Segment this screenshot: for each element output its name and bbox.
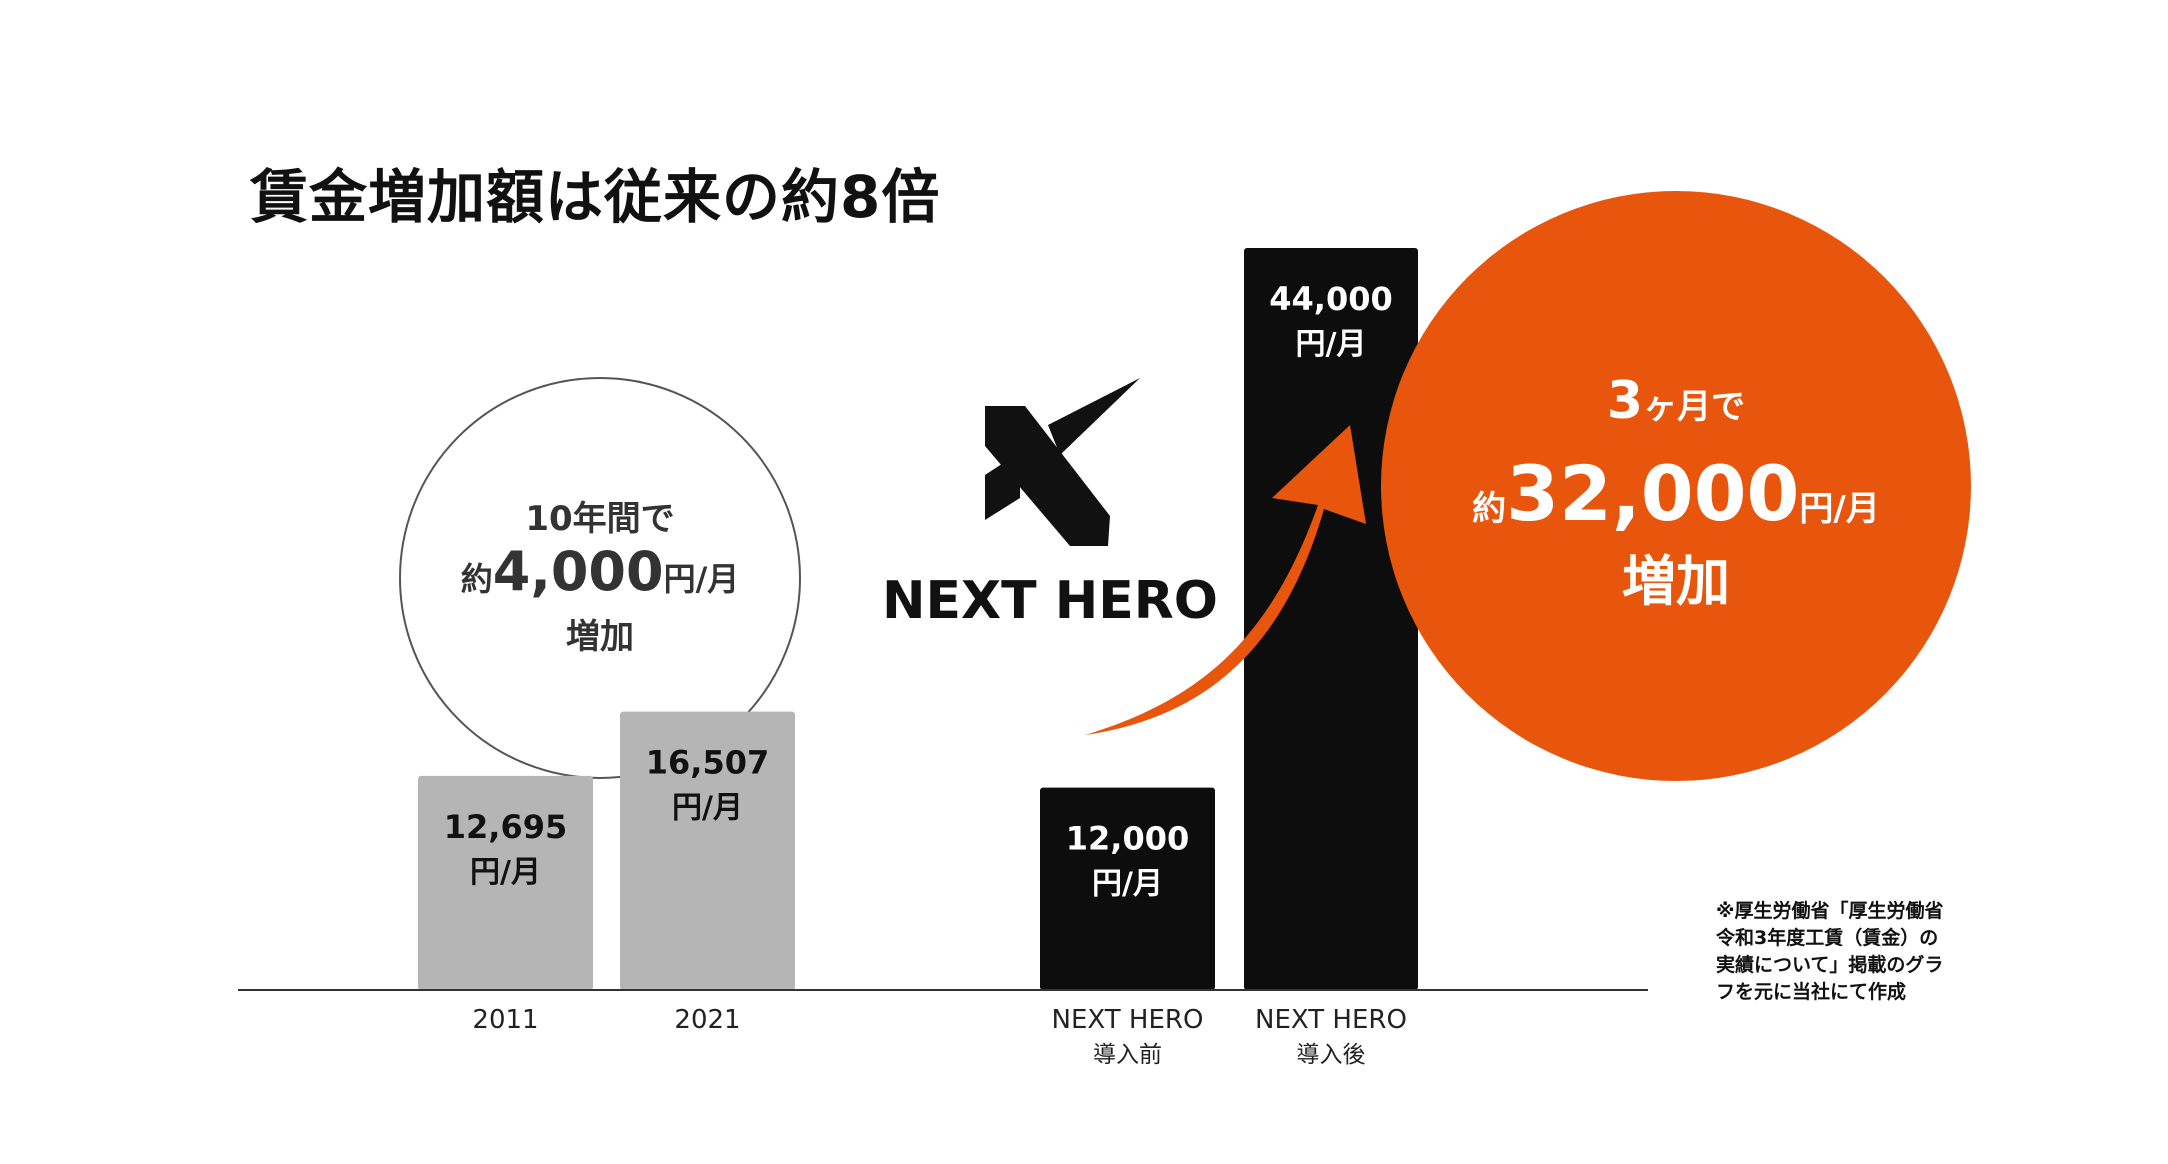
left-callout-line2: 約4,000円/月 bbox=[461, 540, 740, 603]
right-callout-line3: 増加 bbox=[1622, 550, 1730, 613]
x-mark-logo-icon bbox=[985, 378, 1140, 546]
source-note-line: フを元に当社にて作成 bbox=[1716, 981, 1907, 1003]
right-callout-prefix: 約 bbox=[1472, 489, 1506, 529]
category-labels: 2011 2021 NEXT HERO 導入前 NEXT HERO 導入後 bbox=[472, 1005, 1407, 1068]
source-note: ※厚生労働省「厚生労働省 令和3年度工賃（賃金）の 実績について」掲載のグラ フ… bbox=[1716, 898, 1976, 1006]
bar-2 bbox=[1040, 787, 1215, 990]
next-hero-logo: NEXT HERO bbox=[882, 378, 1218, 631]
bar-unit-label: 円/月 bbox=[1092, 867, 1163, 902]
logo-wordmark: NEXT HERO bbox=[882, 571, 1218, 631]
bar-1 bbox=[620, 711, 795, 990]
growth-arrow bbox=[1085, 425, 1366, 735]
bars-group: 12,695 円/月 16,507 円/月 12,000 円/月 44,000 円/月 bbox=[418, 248, 1418, 990]
bar-value-label: 12,695 bbox=[444, 808, 567, 846]
bar-unit-label: 円/月 bbox=[1296, 327, 1367, 362]
left-callout-prefix: 約 bbox=[461, 560, 493, 598]
left-callout-unit: 円/月 bbox=[664, 560, 740, 598]
right-callout-line2: 約32,000円/月 bbox=[1472, 449, 1880, 538]
category-label: 導入後 bbox=[1297, 1042, 1366, 1068]
right-callout-unit: 円/月 bbox=[1799, 489, 1879, 529]
left-callout-line3: 増加 bbox=[566, 617, 634, 657]
category-label: 2011 bbox=[472, 1005, 538, 1035]
category-label: NEXT HERO bbox=[1255, 1005, 1407, 1035]
source-note-line: ※厚生労働省「厚生労働省 bbox=[1716, 900, 1944, 922]
source-note-line: 令和3年度工賃（賃金）の bbox=[1716, 927, 1939, 949]
category-label: NEXT HERO bbox=[1052, 1005, 1204, 1035]
right-callout: 3ヶ月で 約32,000円/月 増加 bbox=[1381, 191, 1971, 781]
bar-value-label: 12,000 bbox=[1066, 820, 1189, 858]
category-label: 2021 bbox=[674, 1005, 740, 1035]
bar-unit-label: 円/月 bbox=[470, 855, 541, 890]
right-callout-months: 3 bbox=[1607, 371, 1643, 431]
left-callout-line1: 10年間で bbox=[525, 499, 674, 539]
left-callout: 10年間で 約4,000円/月 増加 bbox=[399, 377, 801, 779]
source-note-line: 実績について」掲載のグラ bbox=[1716, 954, 1944, 976]
bar-0 bbox=[418, 775, 593, 990]
right-callout-amount: 32,000 bbox=[1506, 449, 1799, 538]
bar-3 bbox=[1244, 248, 1418, 990]
right-callout-circle bbox=[1381, 191, 1971, 781]
left-callout-circle bbox=[399, 377, 801, 779]
right-callout-line1: 3ヶ月で bbox=[1607, 371, 1745, 431]
category-label: 導入前 bbox=[1093, 1042, 1162, 1068]
bar-value-label: 16,507 bbox=[646, 744, 769, 782]
bar-unit-label: 円/月 bbox=[672, 791, 743, 826]
right-callout-months-text: ヶ月で bbox=[1643, 387, 1745, 427]
page-title: 賃金増加額は従来の約8倍 bbox=[250, 163, 941, 231]
growth-arrow-body bbox=[1085, 425, 1366, 735]
left-callout-amount: 4,000 bbox=[493, 540, 664, 603]
bar-value-label: 44,000 bbox=[1269, 280, 1392, 318]
